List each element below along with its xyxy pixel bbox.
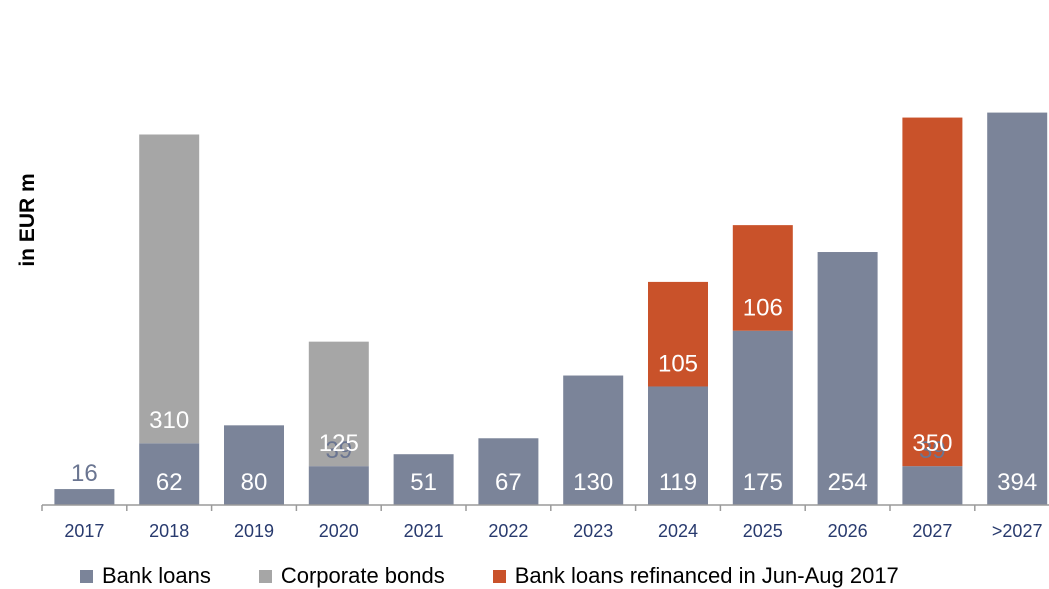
x-tick-label-2025: 2025 bbox=[743, 521, 783, 541]
legend-item-refinanced: Bank loans refinanced in Jun-Aug 2017 bbox=[492, 563, 899, 589]
value-label-bank-loans-2019: 80 bbox=[241, 469, 268, 496]
value-label-bank-loans-2018: 62 bbox=[156, 469, 183, 496]
bar-bank-loans-2024 bbox=[648, 386, 708, 505]
legend-swatch-corporate-bonds bbox=[258, 569, 272, 583]
y-axis-label-text: in EUR m bbox=[16, 173, 39, 267]
bar-refinanced-2027 bbox=[902, 117, 963, 467]
x-tick-label-2026: 2026 bbox=[828, 521, 868, 541]
bar-bank-loans-2017 bbox=[54, 489, 115, 505]
legend-swatch-bank-loans bbox=[80, 569, 93, 583]
legend-label-corporate-bonds: Corporate bonds bbox=[280, 563, 445, 588]
x-ticks-group bbox=[41, 505, 976, 511]
x-tick-label-2027: 2027 bbox=[912, 521, 952, 541]
value-label-refinanced-2025: 106 bbox=[743, 295, 783, 322]
legend-item-bank-loans: Bank loans bbox=[80, 563, 211, 589]
value-label-bank-loans-2024: 119 bbox=[659, 469, 697, 496]
value-label-corporate-bonds-2020: 125 bbox=[319, 430, 359, 457]
legend-label-refinanced: Bank loans refinanced in Jun-Aug 2017 bbox=[514, 563, 899, 588]
value-label-bank-loans-2021: 51 bbox=[410, 469, 437, 496]
x-tick-label-2017: 2017 bbox=[64, 521, 104, 541]
value-label-bank-loans-2027: 39 bbox=[919, 437, 946, 464]
bar-corporate-bonds-2020 bbox=[308, 341, 369, 467]
value-label-bank-loans-2026: 254 bbox=[828, 469, 868, 496]
x-tick-label-2018: 2018 bbox=[149, 521, 189, 541]
value-label-bank-loans-2025: 175 bbox=[743, 469, 783, 496]
bar-bank-loans-2021 bbox=[393, 454, 454, 505]
x-tick-label-2019: 2019 bbox=[234, 521, 274, 541]
bar-bank-loans-2018 bbox=[139, 443, 200, 505]
legend: Bank loans Corporate bonds Bank loans re… bbox=[80, 563, 947, 589]
bar-bank-loans-2020 bbox=[308, 466, 369, 505]
legend-swatch-refinanced bbox=[492, 569, 506, 583]
bar-bank-loans-2026 bbox=[817, 252, 878, 505]
value-label-refinanced-2024: 105 bbox=[658, 350, 698, 377]
bar-bank-loans-2023 bbox=[563, 375, 624, 505]
bar-bank-loans-2019 bbox=[224, 425, 284, 505]
value-label-bank-loans-2017: 16 bbox=[71, 460, 98, 487]
y-axis-label: in EUR m bbox=[8, 160, 48, 280]
x-tick-label-2020: 2020 bbox=[319, 521, 359, 541]
bar-bank-loans-2027 bbox=[902, 466, 963, 505]
bar-refinanced-2024 bbox=[648, 281, 708, 387]
value-label-bank-loans-2023: 130 bbox=[573, 469, 613, 496]
bars-group bbox=[54, 112, 1048, 505]
x-tick-label-2024: 2024 bbox=[658, 521, 698, 541]
x-tick-label-2022: 2022 bbox=[488, 521, 528, 541]
bar-bank-loans-after-2027 bbox=[987, 112, 1048, 505]
legend-label-bank-loans: Bank loans bbox=[102, 563, 211, 588]
value-label-refinanced-2027: 350 bbox=[912, 430, 952, 457]
value-label-corporate-bonds-2018: 310 bbox=[149, 407, 189, 434]
bar-refinanced-2025 bbox=[732, 225, 793, 331]
x-tick-label-2021: 2021 bbox=[404, 521, 444, 541]
value-label-bank-loans-2022: 67 bbox=[495, 469, 522, 496]
x-tick-label-after-2027: >2027 bbox=[992, 521, 1043, 541]
value-label-bank-loans-after-2027: 394 bbox=[997, 469, 1037, 496]
bar-corporate-bonds-2018 bbox=[139, 134, 200, 444]
x-tick-label-2023: 2023 bbox=[573, 521, 613, 541]
legend-item-corporate-bonds: Corporate bonds bbox=[258, 563, 445, 589]
bar-bank-loans-2022 bbox=[478, 438, 539, 505]
bar-bank-loans-2025 bbox=[732, 330, 793, 505]
value-label-bank-loans-2020: 39 bbox=[325, 437, 352, 464]
x-tick-labels-group: 2017 2018 2019 2020 2021 2022 2023 2024 2025 2026… bbox=[64, 521, 1042, 541]
